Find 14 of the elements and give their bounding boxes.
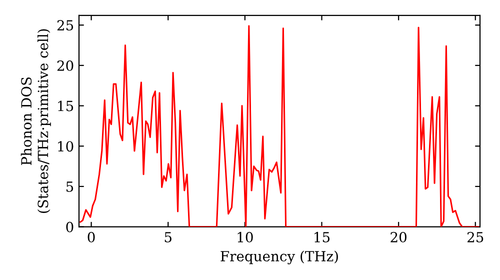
x-tick-label: 5 [164,232,172,242]
y-tick-label: 15 [58,100,74,112]
y-tick-label: 5 [66,182,74,192]
y-tick-label: 25 [57,20,74,31]
y-tick-label: 10 [58,141,74,152]
x-tick-label: 15 [314,232,330,242]
x-axis-title: Frequency (THz) [220,250,338,264]
y-tick-label: 0 [66,222,74,232]
y-tick-label: 20 [57,60,74,71]
x-tick-label: 20 [390,232,406,242]
y-axis-title: Phonon DOS (States/THz·primitive cell) [20,29,51,213]
x-tick-label: 0 [88,232,95,242]
x-tick-label: 25 [467,232,484,242]
x-tick-label: 10 [238,232,253,242]
